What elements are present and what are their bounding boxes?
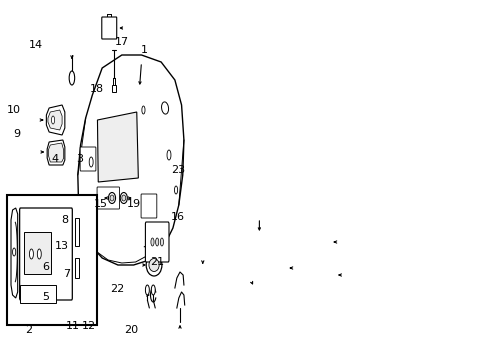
Text: 5: 5 — [42, 292, 49, 302]
Text: 11: 11 — [65, 321, 80, 331]
Ellipse shape — [149, 231, 157, 245]
Circle shape — [201, 281, 204, 291]
Text: 2: 2 — [25, 325, 32, 336]
Ellipse shape — [155, 238, 159, 246]
Circle shape — [167, 150, 171, 160]
Text: 18: 18 — [90, 84, 104, 94]
Bar — [23, 232, 51, 274]
Circle shape — [13, 248, 16, 256]
Ellipse shape — [110, 195, 114, 201]
Text: 9: 9 — [14, 129, 20, 139]
Text: 20: 20 — [124, 325, 138, 336]
FancyBboxPatch shape — [326, 257, 338, 294]
Circle shape — [37, 249, 41, 259]
Circle shape — [69, 71, 75, 85]
Polygon shape — [78, 55, 183, 265]
Text: 1: 1 — [141, 45, 148, 55]
Bar — [20, 285, 56, 303]
Text: 3: 3 — [76, 154, 83, 164]
Bar — [328, 266, 335, 280]
Ellipse shape — [151, 238, 154, 246]
FancyBboxPatch shape — [80, 147, 96, 171]
Text: 7: 7 — [63, 269, 70, 279]
Ellipse shape — [161, 102, 168, 114]
Text: 8: 8 — [61, 215, 69, 225]
Bar — [75, 218, 79, 246]
FancyBboxPatch shape — [141, 194, 157, 218]
Polygon shape — [48, 110, 62, 130]
Text: 10: 10 — [7, 105, 20, 115]
Text: 19: 19 — [126, 199, 141, 210]
Text: 16: 16 — [170, 212, 184, 222]
Bar — [75, 258, 79, 278]
Bar — [112, 85, 116, 92]
Polygon shape — [275, 260, 289, 280]
Ellipse shape — [122, 195, 125, 201]
Ellipse shape — [108, 193, 115, 203]
Ellipse shape — [254, 240, 264, 256]
Circle shape — [142, 106, 145, 114]
Text: 21: 21 — [150, 257, 164, 267]
Text: 15: 15 — [94, 199, 108, 210]
Text: 17: 17 — [115, 37, 129, 48]
Polygon shape — [48, 143, 63, 162]
Ellipse shape — [160, 238, 163, 246]
Wedge shape — [249, 276, 260, 290]
Polygon shape — [326, 234, 333, 248]
Ellipse shape — [83, 226, 89, 234]
Ellipse shape — [82, 223, 91, 237]
Text: 13: 13 — [55, 240, 69, 251]
Polygon shape — [47, 140, 65, 165]
Circle shape — [174, 186, 177, 194]
Circle shape — [151, 285, 155, 295]
Text: 23: 23 — [170, 165, 184, 175]
Ellipse shape — [150, 234, 156, 242]
FancyBboxPatch shape — [102, 17, 117, 39]
Bar — [7, 195, 97, 325]
Polygon shape — [97, 112, 138, 182]
Ellipse shape — [251, 234, 266, 262]
FancyBboxPatch shape — [20, 208, 72, 300]
Polygon shape — [11, 208, 18, 298]
Ellipse shape — [149, 258, 159, 271]
Text: 4: 4 — [51, 154, 59, 164]
Text: 22: 22 — [110, 284, 124, 294]
Circle shape — [89, 157, 93, 167]
Ellipse shape — [146, 254, 162, 276]
Circle shape — [145, 285, 149, 295]
Polygon shape — [46, 105, 65, 135]
FancyBboxPatch shape — [97, 187, 119, 209]
Text: 12: 12 — [81, 321, 96, 331]
Circle shape — [29, 249, 33, 259]
Circle shape — [51, 116, 55, 124]
Ellipse shape — [120, 193, 127, 203]
FancyBboxPatch shape — [145, 222, 169, 262]
Text: 14: 14 — [29, 40, 43, 50]
Text: 6: 6 — [42, 262, 49, 272]
